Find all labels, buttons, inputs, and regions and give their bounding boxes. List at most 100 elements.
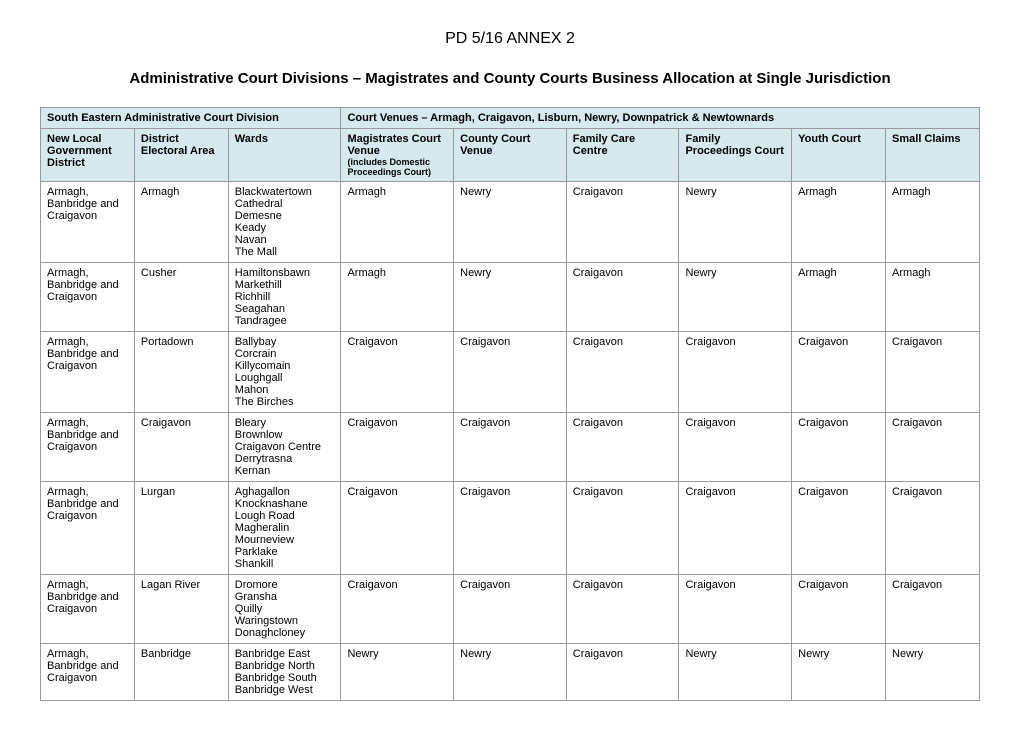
- division-header-row: South Eastern Administrative Court Divis…: [41, 108, 980, 129]
- cell-district: Armagh, Banbridge and Craigavon: [41, 263, 135, 332]
- table-row: Armagh, Banbridge and CraigavonPortadown…: [41, 332, 980, 413]
- cell-small: Craigavon: [886, 575, 980, 644]
- cell-area: Portadown: [134, 332, 228, 413]
- ward-item: Derrytrasna: [235, 453, 335, 465]
- col-family-care: Family Care Centre: [566, 129, 679, 182]
- cell-county: Newry: [454, 644, 567, 701]
- allocation-table: South Eastern Administrative Court Divis…: [40, 107, 980, 701]
- col-area: District Electoral Area: [134, 129, 228, 182]
- table-row: Armagh, Banbridge and CraigavonLagan Riv…: [41, 575, 980, 644]
- cell-youth: Craigavon: [792, 332, 886, 413]
- cell-youth: Craigavon: [792, 482, 886, 575]
- cell-family-care: Craigavon: [566, 482, 679, 575]
- cell-family-proc: Newry: [679, 263, 792, 332]
- ward-item: Shankill: [235, 558, 335, 570]
- cell-family-care: Craigavon: [566, 644, 679, 701]
- ward-item: Navan: [235, 234, 335, 246]
- cell-family-proc: Craigavon: [679, 332, 792, 413]
- cell-county: Newry: [454, 263, 567, 332]
- col-youth: Youth Court: [792, 129, 886, 182]
- ward-item: Kernan: [235, 465, 335, 477]
- ward-item: Aghagallon: [235, 486, 335, 498]
- cell-district: Armagh, Banbridge and Craigavon: [41, 482, 135, 575]
- cell-wards: BlearyBrownlowCraigavon CentreDerrytrasn…: [228, 413, 341, 482]
- cell-small: Craigavon: [886, 332, 980, 413]
- ward-item: Craigavon Centre: [235, 441, 335, 453]
- ward-item: The Mall: [235, 246, 335, 258]
- table-row: Armagh, Banbridge and CraigavonLurgan Agh…: [41, 482, 980, 575]
- cell-district: Armagh, Banbridge and Craigavon: [41, 332, 135, 413]
- cell-magistrates: Craigavon: [341, 575, 454, 644]
- cell-youth: Armagh: [792, 182, 886, 263]
- col-district: New Local Government District: [41, 129, 135, 182]
- cell-area: Armagh: [134, 182, 228, 263]
- ward-item: Quilly: [235, 603, 335, 615]
- ward-item: Bleary: [235, 417, 335, 429]
- cell-small: Craigavon: [886, 413, 980, 482]
- ward-item: Banbridge South: [235, 672, 335, 684]
- cell-district: Armagh, Banbridge and Craigavon: [41, 413, 135, 482]
- table-row: Armagh, Banbridge and CraigavonCusherHam…: [41, 263, 980, 332]
- cell-small: Armagh: [886, 182, 980, 263]
- col-county: County Court Venue: [454, 129, 567, 182]
- table-row: Armagh, Banbridge and CraigavonBanbridge…: [41, 644, 980, 701]
- col-magistrates-label: Magistrates Court Venue: [347, 133, 441, 157]
- cell-area: Cusher: [134, 263, 228, 332]
- ward-item: Banbridge West: [235, 684, 335, 696]
- ward-item: Corcrain: [235, 348, 335, 360]
- cell-family-care: Craigavon: [566, 575, 679, 644]
- cell-district: Armagh, Banbridge and Craigavon: [41, 644, 135, 701]
- ward-item: Cathedral: [235, 198, 335, 210]
- cell-family-care: Craigavon: [566, 332, 679, 413]
- cell-area: Lurgan: [134, 482, 228, 575]
- ward-item: Blackwatertown: [235, 186, 335, 198]
- table-row: Armagh, Banbridge and CraigavonArmaghBla…: [41, 182, 980, 263]
- cell-small: Craigavon: [886, 482, 980, 575]
- ward-item: Tandragee: [235, 315, 335, 327]
- ward-item: Demesne: [235, 210, 335, 222]
- cell-wards: HamiltonsbawnMarkethillRichhillSeagahanT…: [228, 263, 341, 332]
- cell-district: Armagh, Banbridge and Craigavon: [41, 182, 135, 263]
- ward-item: The Birches: [235, 396, 335, 408]
- cell-county: Craigavon: [454, 413, 567, 482]
- cell-youth: Craigavon: [792, 413, 886, 482]
- cell-magistrates: Newry: [341, 644, 454, 701]
- cell-area: Banbridge: [134, 644, 228, 701]
- col-magistrates: Magistrates Court Venue (includes Domest…: [341, 129, 454, 182]
- ward-item: Mahon: [235, 384, 335, 396]
- cell-family-care: Craigavon: [566, 413, 679, 482]
- ward-item: Brownlow: [235, 429, 335, 441]
- table-row: Armagh, Banbridge and CraigavonCraigavon…: [41, 413, 980, 482]
- ward-item: Mourneview: [235, 534, 335, 546]
- cell-wards: BallybayCorcrainKillycomainLoughgallMaho…: [228, 332, 341, 413]
- ward-item: Keady: [235, 222, 335, 234]
- ward-item: Knocknashane: [235, 498, 335, 510]
- cell-county: Newry: [454, 182, 567, 263]
- cell-magistrates: Craigavon: [341, 482, 454, 575]
- ward-item: Hamiltonsbawn: [235, 267, 335, 279]
- ward-item: Lough Road: [235, 510, 335, 522]
- cell-county: Craigavon: [454, 332, 567, 413]
- page-title: Administrative Court Divisions – Magistr…: [40, 70, 980, 87]
- col-wards: Wards: [228, 129, 341, 182]
- cell-magistrates: Armagh: [341, 182, 454, 263]
- ward-item: Loughgall: [235, 372, 335, 384]
- col-magistrates-note: (includes Domestic Proceedings Court): [347, 157, 447, 177]
- cell-youth: Newry: [792, 644, 886, 701]
- cell-area: Craigavon: [134, 413, 228, 482]
- ward-item: Seagahan: [235, 303, 335, 315]
- division-label: South Eastern Administrative Court Divis…: [41, 108, 341, 129]
- cell-magistrates: Craigavon: [341, 332, 454, 413]
- cell-family-proc: Craigavon: [679, 482, 792, 575]
- cell-family-proc: Craigavon: [679, 413, 792, 482]
- cell-family-care: Craigavon: [566, 263, 679, 332]
- cell-family-proc: Newry: [679, 182, 792, 263]
- ward-item: Banbridge North: [235, 660, 335, 672]
- cell-youth: Craigavon: [792, 575, 886, 644]
- col-family-proc: Family Proceedings Court: [679, 129, 792, 182]
- ward-item: Gransha: [235, 591, 335, 603]
- ward-item: Dromore: [235, 579, 335, 591]
- cell-small: Armagh: [886, 263, 980, 332]
- ward-item: Parklake: [235, 546, 335, 558]
- cell-magistrates: Craigavon: [341, 413, 454, 482]
